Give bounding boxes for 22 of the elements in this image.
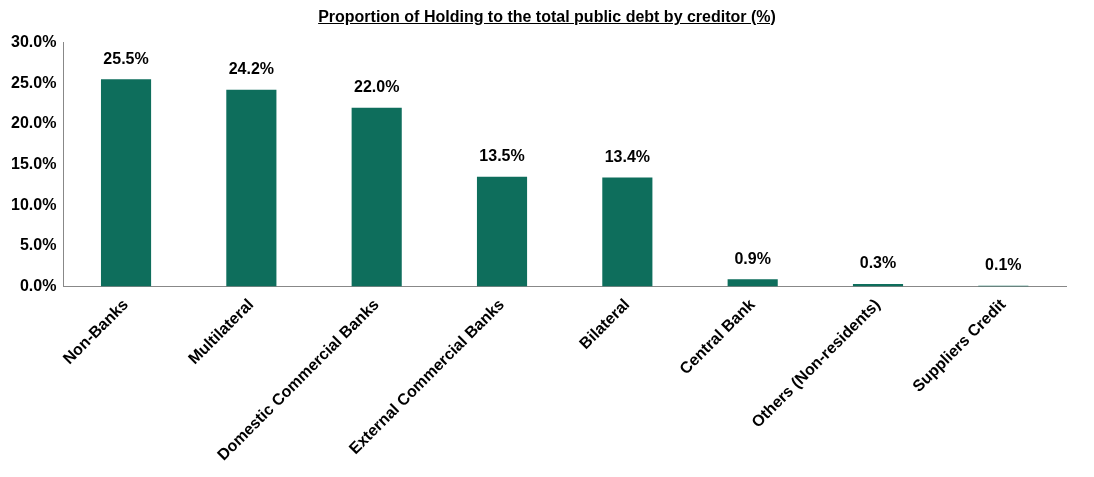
y-tick-label: 25.0%: [10, 73, 57, 91]
data-label: 0.9%: [734, 249, 771, 267]
y-tick-label: 5.0%: [19, 236, 57, 254]
bar: [351, 107, 402, 287]
data-label: 13.5%: [479, 147, 525, 165]
bar: [226, 89, 277, 287]
y-tick-label: 20.0%: [10, 114, 57, 132]
data-label: 22.0%: [354, 78, 400, 96]
bar: [602, 177, 653, 287]
data-label: 13.4%: [604, 147, 651, 165]
y-tick-label: 30.0%: [10, 33, 57, 51]
y-tick-label: 0.0%: [19, 276, 57, 294]
y-tick-label: 15.0%: [10, 154, 57, 172]
bar: [476, 176, 528, 287]
bar: [727, 279, 778, 287]
data-label: 0.1%: [985, 256, 1022, 274]
chart-title: Proportion of Holding to the total public debt by creditor (%): [317, 8, 777, 26]
data-label: 24.2%: [228, 60, 275, 78]
y-tick-label: 10.0%: [10, 195, 57, 213]
bar: [100, 79, 152, 287]
data-label: 25.5%: [103, 49, 149, 67]
data-label: 0.3%: [859, 254, 897, 272]
